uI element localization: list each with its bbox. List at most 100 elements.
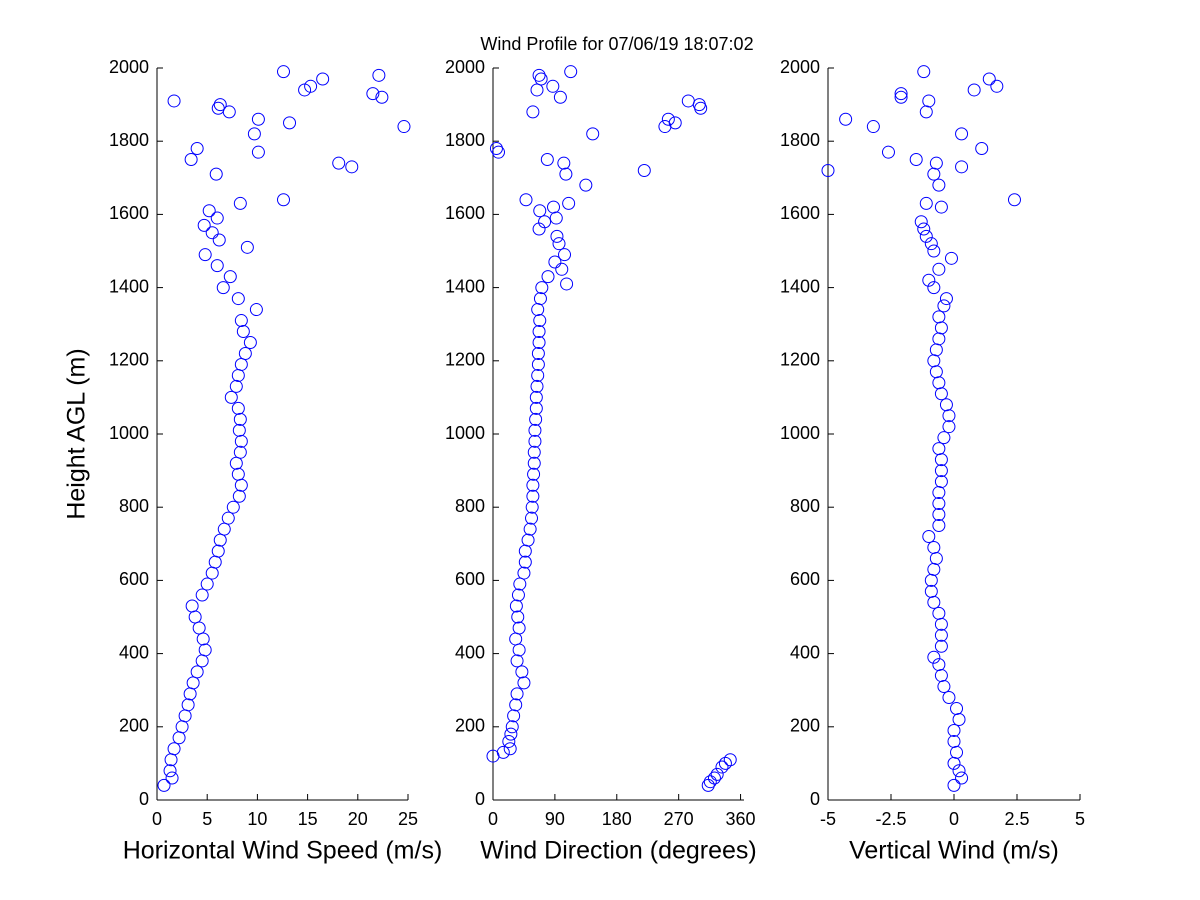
point (692, 98, 706, 112)
point (243, 336, 257, 349)
point (167, 94, 181, 108)
point (531, 303, 545, 317)
point (927, 650, 941, 664)
point (932, 606, 946, 620)
point (283, 116, 297, 130)
point (547, 200, 561, 214)
point (934, 453, 948, 467)
point (715, 760, 729, 774)
point (661, 112, 675, 126)
point (277, 193, 291, 207)
point (525, 511, 539, 525)
y-tick-label: 1000 (109, 423, 149, 443)
y-tick-label: 800 (119, 496, 149, 516)
point (553, 90, 567, 104)
point (932, 497, 946, 511)
point (513, 577, 527, 591)
point (163, 764, 177, 778)
point (521, 533, 535, 547)
point (196, 632, 210, 646)
point (231, 467, 245, 481)
point (952, 712, 966, 726)
point (492, 145, 506, 159)
point (511, 588, 525, 602)
point (821, 163, 835, 177)
point (546, 79, 560, 93)
point (947, 778, 961, 792)
point (562, 196, 576, 210)
point (523, 522, 537, 536)
x-tick-label: 0 (152, 809, 162, 829)
point (216, 281, 230, 295)
point (375, 90, 389, 104)
point (929, 365, 943, 379)
point (238, 346, 252, 360)
y-tick-label: 800 (790, 496, 820, 516)
point (213, 533, 227, 547)
point (236, 325, 250, 339)
point (183, 687, 197, 701)
y-tick-label: 1200 (109, 350, 149, 370)
point (934, 475, 948, 489)
point (190, 665, 204, 679)
point (718, 756, 732, 770)
point (507, 709, 521, 723)
point (518, 555, 532, 569)
point (496, 745, 510, 759)
point (929, 551, 943, 565)
x-tick-label: 360 (726, 809, 756, 829)
y-tick-label: 200 (790, 716, 820, 736)
point (927, 540, 941, 554)
point (538, 215, 552, 229)
point (947, 723, 961, 737)
point (232, 489, 246, 503)
point (233, 196, 247, 210)
point (924, 573, 938, 587)
point (526, 478, 540, 492)
y-tick-label: 400 (790, 642, 820, 662)
point (990, 79, 1004, 93)
point (550, 229, 564, 243)
y-axis-label: Height AGL (m) (63, 348, 91, 519)
point (511, 610, 525, 624)
y-tick-label: 2000 (109, 57, 149, 77)
x-tick-label: 20 (348, 809, 368, 829)
point (975, 142, 989, 156)
point (527, 445, 541, 459)
point (944, 251, 958, 265)
y-tick-label: 0 (139, 789, 149, 809)
point (526, 489, 540, 503)
point (397, 120, 411, 134)
y-tick-label: 1800 (780, 130, 820, 150)
point (548, 255, 562, 269)
y-tick-label: 0 (810, 789, 820, 809)
point (221, 511, 235, 525)
point (955, 771, 969, 785)
point (919, 229, 933, 243)
point (939, 398, 953, 412)
y-tick-label: 2000 (780, 57, 820, 77)
y-tick-label: 1200 (445, 350, 485, 370)
x-tick-label: 0 (488, 809, 498, 829)
y-tick-label: 800 (455, 496, 485, 516)
point (927, 167, 941, 181)
point (517, 676, 531, 690)
point (519, 193, 533, 207)
point (529, 390, 543, 404)
point (503, 742, 517, 756)
point (211, 544, 225, 558)
point (924, 237, 938, 251)
point (929, 343, 943, 357)
point (185, 599, 199, 613)
x-tick-label: -5 (820, 809, 836, 829)
point (922, 94, 936, 108)
point (586, 127, 600, 141)
y-tick-label: 600 (790, 569, 820, 589)
point (579, 178, 593, 192)
point (175, 720, 189, 734)
point (231, 401, 245, 415)
point (527, 456, 541, 470)
point (213, 98, 227, 112)
point (532, 336, 546, 349)
point (529, 401, 543, 415)
